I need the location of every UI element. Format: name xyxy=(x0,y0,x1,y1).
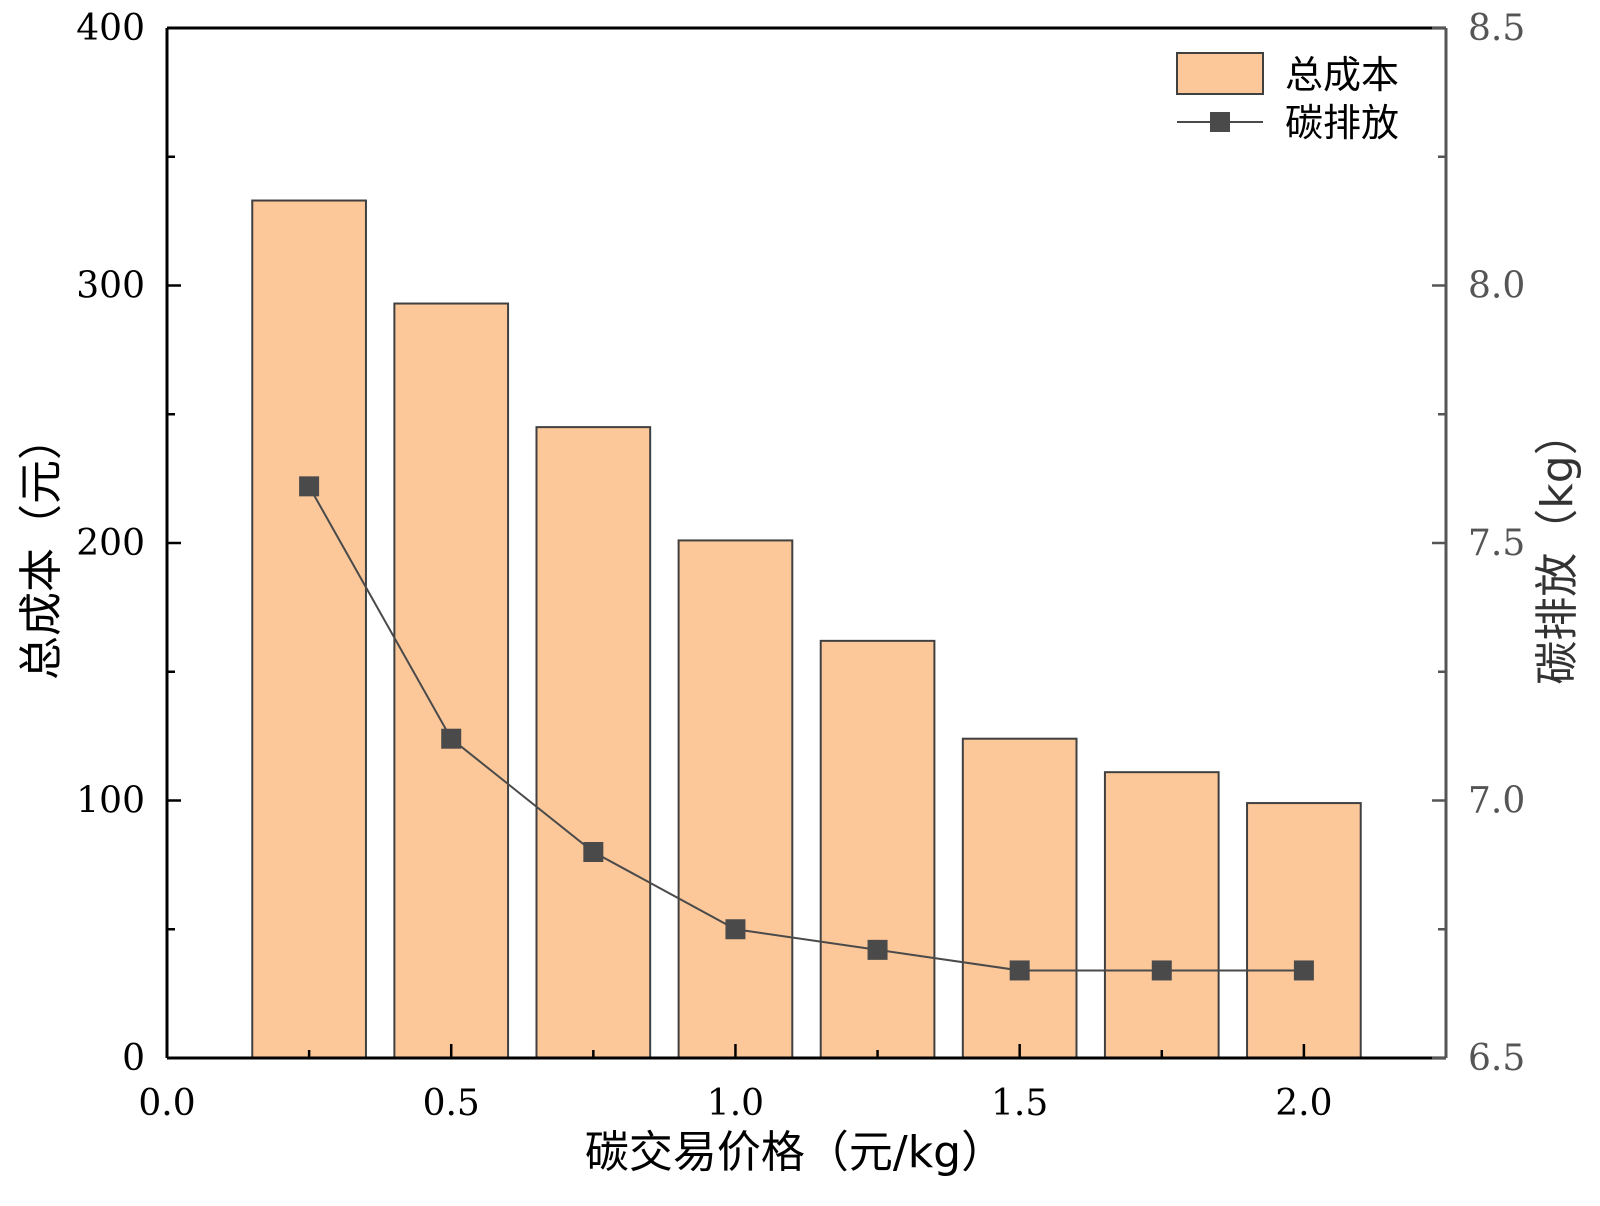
x-tick-label-2: 1.0 xyxy=(707,1083,764,1124)
bar-7 xyxy=(1246,802,1362,1060)
y-left-tick-label-0: 0 xyxy=(122,1038,145,1079)
bar-6 xyxy=(1103,771,1220,1059)
axes-layer: 0.0 0.5 1.0 1.5 2.0 0 100 200 300 400 6.5 7.0 7.5 8.0… xyxy=(76,8,1525,1124)
y-left-tick-label-4: 400 xyxy=(76,8,145,49)
bar-4 xyxy=(819,639,936,1059)
line-point-5 xyxy=(1009,960,1030,981)
line-point-7 xyxy=(1293,960,1314,981)
legend-line-marker xyxy=(1210,112,1230,132)
y-right-tick-label-0: 6.5 xyxy=(1468,1038,1525,1079)
y-axis-right-title: 碳排放（kg） xyxy=(1532,411,1583,684)
x-tick-label-3: 1.5 xyxy=(991,1083,1048,1124)
line-point-2 xyxy=(583,842,604,862)
bar-2 xyxy=(535,426,652,1059)
y-right-tick-label-4: 8.5 xyxy=(1468,8,1525,49)
y-right-tick-label-3: 8.0 xyxy=(1468,266,1525,307)
y-right-tick-label-1: 7.0 xyxy=(1468,781,1525,822)
y-left-tick-label-2: 200 xyxy=(76,523,145,564)
y-right-tick-label-2: 7.5 xyxy=(1468,523,1525,564)
x-tick-label-1: 0.5 xyxy=(423,1083,480,1124)
bar-0 xyxy=(251,199,367,1059)
bar-1 xyxy=(393,302,510,1059)
legend: 总成本 碳排放 xyxy=(1176,52,1399,145)
x-tick-label-4: 2.0 xyxy=(1275,1083,1332,1124)
bar-3 xyxy=(677,539,794,1059)
line-series xyxy=(308,485,1304,972)
line-point-6 xyxy=(1151,960,1172,981)
legend-bar-label: 总成本 xyxy=(1285,53,1399,97)
line-layer xyxy=(299,476,1314,981)
bar-5 xyxy=(961,737,1078,1059)
line-point-3 xyxy=(725,919,746,940)
x-axis-title: 碳交易价格（元/kg） xyxy=(585,1127,1005,1178)
line-point-0 xyxy=(299,476,320,497)
legend-line-label: 碳排放 xyxy=(1285,101,1399,145)
line-point-1 xyxy=(441,728,462,749)
y-axis-left-title: 总成本（元） xyxy=(16,416,67,680)
line-point-4 xyxy=(867,939,888,960)
x-tick-label-0: 0.0 xyxy=(138,1083,195,1124)
legend-bar-swatch xyxy=(1176,52,1264,95)
y-left-tick-label-1: 100 xyxy=(76,781,145,822)
bars-layer xyxy=(251,199,1362,1060)
y-left-tick-label-3: 300 xyxy=(76,266,145,307)
